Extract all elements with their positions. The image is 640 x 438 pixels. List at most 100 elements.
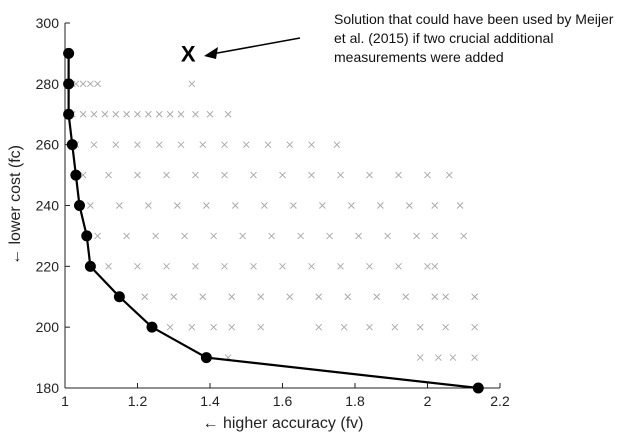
solution-point [445, 171, 453, 179]
solution-point [250, 171, 257, 179]
solution-point [79, 80, 87, 88]
solution-point [384, 232, 391, 240]
solution-point [460, 232, 468, 240]
solution-point [348, 202, 355, 209]
solution-point [206, 110, 214, 118]
pareto-point [200, 352, 212, 364]
x-tick-label: 2.2 [490, 393, 510, 409]
pareto-point [113, 291, 125, 303]
solution-point [79, 171, 87, 179]
y-tick-label: 280 [36, 76, 60, 92]
solution-point [431, 202, 439, 209]
solution-point [163, 262, 170, 270]
solution-point [333, 141, 341, 149]
solution-point [471, 323, 478, 331]
solution-point [145, 202, 152, 209]
solution-point [326, 232, 333, 240]
solution-point [308, 171, 315, 179]
solution-point [210, 232, 217, 240]
solution-point [105, 171, 112, 179]
solution-point [134, 171, 141, 179]
solution-point [203, 202, 210, 209]
solution-point [406, 202, 413, 209]
solution-point [228, 323, 236, 331]
solution-point [355, 232, 362, 240]
solution-point [166, 323, 174, 331]
solution-point [112, 141, 120, 149]
y-tick-label: 180 [36, 380, 60, 396]
solution-point [155, 141, 163, 149]
solution-point [94, 80, 101, 88]
x-tick-label: 1.2 [128, 393, 148, 409]
pareto-point [66, 139, 78, 151]
pareto-point [84, 260, 96, 272]
solution-point [134, 110, 141, 118]
y-tick-labels: 180 200 220 240 260 280 300 [36, 15, 60, 396]
solution-point [192, 110, 199, 118]
y-tick-label: 220 [36, 258, 60, 274]
solution-point [337, 262, 344, 270]
solution-point [373, 293, 381, 301]
solution-point [90, 110, 98, 118]
solution-point [268, 232, 275, 240]
solution-point [449, 354, 457, 361]
solution-point [337, 171, 344, 179]
solution-point [344, 293, 352, 301]
solution-point [471, 354, 478, 361]
solution-point [188, 80, 196, 88]
pareto-point [74, 200, 85, 211]
solution-point [442, 293, 449, 301]
x-tick-label: 1.8 [345, 393, 365, 409]
solution-point [181, 232, 188, 240]
solution-point [442, 323, 449, 331]
solution-point [391, 323, 399, 331]
x-tick-label: 1.4 [200, 393, 220, 409]
solution-point [431, 293, 439, 301]
solution-point [308, 262, 315, 270]
solution-point [431, 262, 439, 270]
solution-point [105, 262, 112, 270]
solution-point [87, 80, 94, 88]
pareto-point [472, 382, 484, 394]
solution-point [72, 80, 80, 88]
solution-point [188, 323, 196, 331]
solution-point [366, 262, 373, 270]
solution-cloud [65, 80, 478, 361]
annotation-text: Solution that could have been used by Me… [334, 10, 634, 67]
annotation-line: measurements were added [334, 49, 504, 65]
solution-point [315, 293, 323, 301]
pareto-point [63, 108, 75, 120]
solution-point [435, 354, 442, 361]
solution-point [123, 110, 130, 118]
y-tick-label: 260 [36, 137, 60, 153]
solution-point [174, 202, 181, 209]
solution-point [221, 262, 228, 270]
pareto-point [63, 47, 75, 59]
solution-point [340, 323, 348, 331]
solution-point [221, 141, 228, 149]
solution-point [456, 202, 464, 209]
x-tick-label: 1 [61, 393, 69, 409]
solution-point [116, 202, 123, 209]
solution-point [377, 202, 384, 209]
solution-point [170, 293, 178, 301]
solution-point [221, 171, 228, 179]
annotation-line: Solution that could have been used by Me… [334, 11, 614, 27]
y-tick-label: 300 [36, 15, 60, 31]
solution-point [279, 262, 286, 270]
pareto-point [70, 169, 82, 181]
solution-point [257, 323, 265, 331]
solution-point [239, 232, 246, 240]
solution-point [123, 232, 130, 240]
solution-point [308, 141, 315, 149]
solution-point [166, 110, 174, 118]
solution-point [199, 293, 207, 301]
solution-point [134, 141, 141, 149]
pareto-front-line [67, 53, 479, 390]
solution-point [177, 110, 185, 118]
solution-point [424, 171, 431, 179]
solution-point [290, 202, 297, 209]
solution-point [199, 141, 207, 149]
solution-point [192, 171, 199, 179]
solution-point [416, 323, 424, 331]
